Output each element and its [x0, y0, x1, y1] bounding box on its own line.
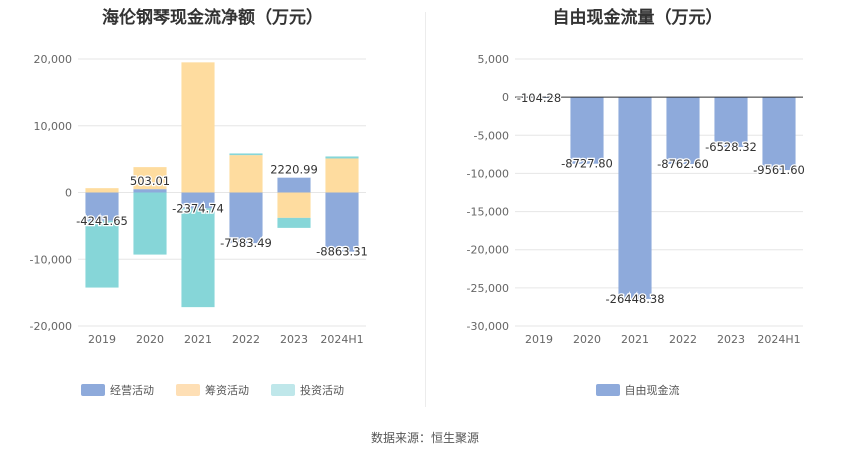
x-tick-label: 2024H1 [757, 333, 800, 346]
y-tick-label: -10,000 [30, 253, 72, 266]
data-label: -26448.38 [605, 292, 664, 306]
data-label: -104.28 [517, 91, 561, 105]
x-tick-label: 2022 [232, 333, 260, 346]
bar-1 [325, 192, 359, 252]
legend-item-financing[interactable]: 筹资活动 [176, 382, 249, 398]
bar-1 [762, 97, 796, 171]
cash-flow-chart-panel: 海伦钢琴现金流净额（万元） 20,000 10,000 0 -10,000 -20,00… [0, 0, 425, 410]
x-tick-label: 2023 [280, 333, 308, 346]
y-tick-label: 0 [502, 91, 509, 104]
x-tick-label: 2021 [184, 333, 212, 346]
bar-1 [666, 97, 700, 164]
chart-legend: 自由现金流 [425, 382, 850, 398]
bar-3 [85, 220, 119, 288]
y-tick-label: -5,000 [474, 129, 509, 142]
bar-2 [181, 62, 215, 193]
data-label: 2220.99 [270, 163, 318, 177]
chart-title: 自由现金流量（万元） [552, 8, 723, 28]
bar-3 [229, 153, 263, 156]
legend-item-free-cash-flow[interactable]: 自由现金流 [595, 382, 680, 398]
bar-3 [325, 156, 359, 159]
legend-swatch-free-cash-flow [595, 384, 620, 396]
y-tick-label: -20,000 [30, 320, 72, 333]
x-tick-label: 2023 [717, 333, 745, 346]
bar-2 [325, 158, 359, 193]
y-tick-label: 10,000 [34, 120, 73, 133]
y-tick-label: 0 [65, 187, 72, 200]
bar-2 [229, 155, 263, 193]
chart-legend: 经营活动 筹资活动 投资活动 [0, 382, 425, 398]
bar-3 [181, 208, 215, 308]
legend-label: 投资活动 [300, 384, 344, 397]
panel-divider [425, 12, 426, 407]
data-label: -8863.31 [316, 245, 368, 259]
y-tick-label: -25,000 [467, 282, 509, 295]
legend-swatch-investing [271, 384, 295, 396]
bar-2 [133, 167, 167, 190]
legend-label: 筹资活动 [205, 384, 249, 397]
data-label: -4241.65 [76, 214, 128, 228]
bar-1 [277, 177, 311, 193]
data-label: -6528.32 [705, 140, 757, 154]
legend-label: 经营活动 [110, 384, 154, 397]
y-tick-label: 20,000 [34, 53, 73, 66]
bar-1 [714, 97, 748, 147]
x-tick-label: 2022 [669, 333, 697, 346]
bar-1 [229, 192, 263, 244]
legend-item-operating[interactable]: 经营活动 [81, 382, 154, 398]
bar-1 [570, 97, 604, 164]
y-tick-label: -15,000 [467, 206, 509, 219]
y-tick-label: -30,000 [467, 320, 509, 333]
bar-2 [277, 192, 311, 218]
free-cash-flow-bar-chart: 5,000 0 -5,000 -10,000 -15,000 -20,000 -25,000… [467, 53, 807, 346]
x-tick-label: 2020 [136, 333, 164, 346]
data-label: -8762.60 [657, 157, 709, 171]
bar-1 [181, 192, 215, 209]
x-tick-label: 2019 [525, 333, 553, 346]
x-tick-label: 2024H1 [320, 333, 363, 346]
y-tick-label: 5,000 [478, 53, 510, 66]
free-cash-flow-chart-panel: 自由现金流量（万元） 5,000 0 -5,000 -10,000 -15,000 -20… [425, 0, 850, 410]
data-label: 503.01 [130, 174, 170, 188]
data-label: -8727.80 [561, 157, 613, 171]
bar-1 [133, 189, 167, 193]
bar-1 [618, 97, 652, 299]
data-label: -2374.74 [172, 201, 224, 215]
legend-swatch-operating [81, 384, 105, 396]
legend-label: 自由现金流 [624, 384, 680, 397]
y-tick-label: -10,000 [467, 167, 509, 180]
chart-title: 海伦钢琴现金流净额（万元） [102, 8, 323, 28]
y-tick-label: -20,000 [467, 244, 509, 257]
x-tick-label: 2019 [88, 333, 116, 346]
legend-item-investing[interactable]: 投资活动 [271, 382, 344, 398]
data-label: -7583.49 [220, 236, 272, 250]
bar-2 [85, 188, 119, 193]
data-label: -9561.60 [753, 163, 805, 177]
x-tick-label: 2021 [621, 333, 649, 346]
bar-3 [133, 192, 167, 255]
data-source-note: 数据来源：恒生聚源 [370, 431, 479, 445]
bar-3 [277, 217, 311, 228]
bar-1 [85, 192, 119, 221]
x-tick-label: 2020 [573, 333, 601, 346]
legend-swatch-financing [176, 384, 200, 396]
cash-flow-bar-chart: 20,000 10,000 0 -10,000 -20,000 2019 2020 2021 2… [30, 53, 370, 346]
